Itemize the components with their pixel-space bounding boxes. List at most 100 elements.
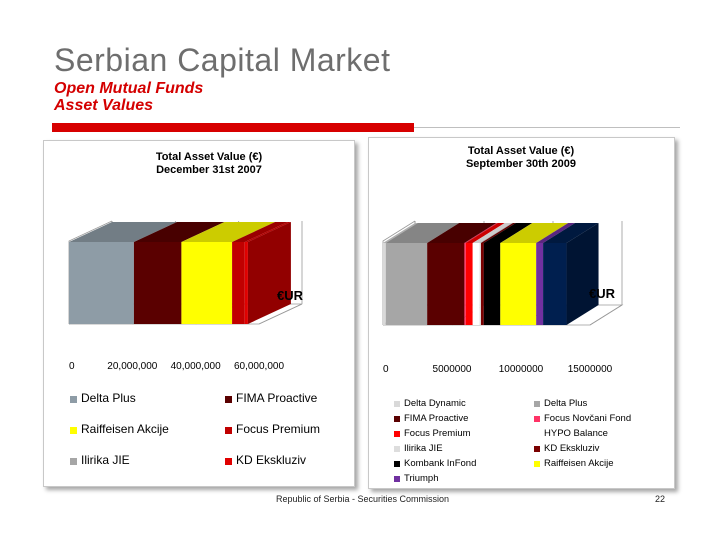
x-tick-label: 10000000 [499, 364, 544, 375]
legend-item: KD Ekskluziv [225, 453, 306, 467]
legend-item: Ilirika JIE [394, 443, 443, 454]
bar-segment [69, 222, 177, 324]
legend-item: FIMA Proactive [394, 413, 468, 424]
legend-label: KD Ekskluziv [544, 443, 600, 454]
legend-item: Kombank InFond [394, 458, 476, 469]
bar-segment [383, 223, 418, 325]
legend-swatch [394, 476, 400, 482]
legend-swatch [225, 458, 232, 465]
chart-panel-2009: Total Asset Value (€) September 30th 2009… [368, 137, 675, 489]
bar-segment-top [480, 223, 516, 243]
bar-segment-face [472, 243, 480, 325]
legend-swatch [534, 401, 540, 407]
bar-segment-face [543, 243, 567, 325]
legend-label: Ilirika JIE [404, 443, 443, 454]
legend-item: HYPO Balance [533, 428, 608, 439]
x-tick-label: 20,000,000 [107, 361, 157, 372]
bar-segment-top [181, 222, 276, 242]
bar-segment-top [483, 223, 533, 243]
bar-segment [133, 222, 225, 324]
x-tick-label: 5000000 [433, 364, 472, 375]
title-rule-line [414, 127, 680, 128]
bar-segment-face [465, 243, 473, 325]
legend-label: Delta Plus [544, 398, 588, 409]
legend-item: KD Ekskluziv [534, 443, 600, 454]
x-tick-label: 0 [383, 364, 389, 375]
bar-segment-face [133, 242, 182, 324]
chart-panel-2007: Total Asset Value (€) December 31st 2007 €… [43, 140, 355, 487]
bar-end-cap [566, 223, 599, 325]
chart-2007: Total Asset Value (€)December 31st 2007 €… [68, 151, 320, 467]
legend-label: Raiffeisen Akcije [544, 458, 614, 469]
legend-label: Raiffeisen Akcije [81, 422, 169, 436]
bar-segment-top [133, 222, 225, 242]
legend-swatch [394, 431, 400, 437]
bar-segment-face [536, 243, 544, 325]
legend-item: Focus Premium [225, 422, 320, 436]
legend-swatch [394, 401, 400, 407]
bar-segment-top [464, 223, 498, 243]
bar-segment [427, 223, 497, 325]
legend-label: Delta Plus [81, 391, 136, 405]
legend-label: Delta Dynamic [404, 398, 466, 409]
legend-swatch [394, 446, 400, 452]
legend-item: Delta Dynamic [394, 398, 466, 409]
legend-swatch [533, 430, 541, 438]
legend-label: KD Ekskluziv [236, 453, 306, 467]
bar-segment [480, 223, 516, 325]
bar-segment [464, 223, 498, 325]
x-tick-label: 60,000,000 [234, 361, 284, 372]
category-label: €UR [589, 286, 616, 301]
bar-segment [479, 223, 513, 325]
bar-segment [244, 222, 291, 324]
legend-label: FIMA Proactive [236, 391, 318, 405]
bar-segment-face [181, 242, 233, 324]
page-number: 22 [655, 494, 666, 504]
bar-segment-top [383, 223, 418, 243]
slide-title: Serbian Capital Market [54, 42, 391, 78]
legend-item: Delta Plus [534, 398, 588, 409]
legend-item: FIMA Proactive [225, 391, 318, 405]
bar-segment [232, 222, 288, 324]
legend-item: Focus Premium [394, 428, 471, 439]
footer-text: Republic of Serbia - Securities Commissi… [276, 494, 450, 504]
legend-swatch [534, 416, 540, 422]
category-label: €UR [277, 288, 304, 303]
legend-swatch [70, 458, 77, 465]
bar-segment [500, 223, 569, 325]
bar-segment-top [69, 222, 177, 242]
bar-segment-top [536, 223, 576, 243]
legend-label: Focus Premium [404, 428, 471, 439]
legend-swatch [534, 446, 540, 452]
bar-segment [536, 223, 576, 325]
bar-segment-top [385, 223, 460, 243]
x-tick-label: 15000000 [568, 364, 613, 375]
slide-subtitle: Open Mutual Funds [54, 80, 204, 97]
bar-segment-face [500, 243, 537, 325]
slide-subtitle-2: Asset Values [54, 97, 154, 114]
bar-segment-face [480, 243, 484, 325]
legend-item: Ilirika JIE [70, 453, 130, 467]
bar-segment-top [465, 223, 505, 243]
bar-segment-face [483, 243, 501, 325]
bar-group [383, 223, 599, 325]
legend-label: Ilirika JIE [81, 453, 130, 467]
legend-swatch [70, 396, 77, 403]
bar-segment [472, 223, 512, 325]
gridline-floor [589, 304, 623, 326]
bar-segment-top [232, 222, 288, 242]
bar-segment [465, 223, 505, 325]
chart-subtitle: September 30th 2009 [466, 158, 576, 170]
legend-swatch [534, 461, 540, 467]
legend-label: Focus Premium [236, 422, 320, 436]
bar-segment-face [244, 242, 248, 324]
legend-swatch [394, 416, 400, 422]
gridline-floor [258, 303, 303, 325]
bar-segment-top [472, 223, 512, 243]
bar-segment-face [383, 243, 386, 325]
bar-segment-top [543, 223, 599, 243]
legend-item: Raiffeisen Akcije [70, 422, 169, 436]
bar-segment-face [464, 243, 466, 325]
legend-item: Raiffeisen Akcije [534, 458, 614, 469]
legend-item: Delta Plus [70, 391, 136, 405]
